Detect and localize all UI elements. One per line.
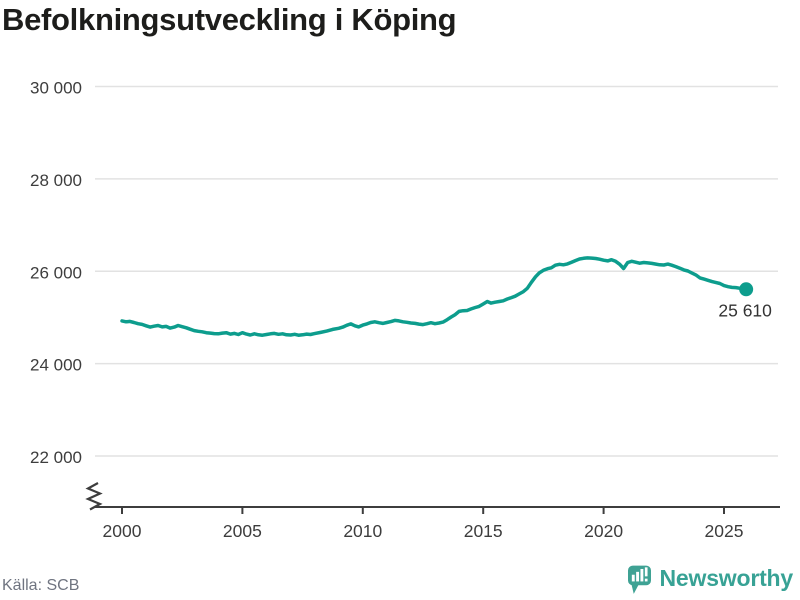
newsworthy-speech-bubble-chart-icon <box>627 565 651 594</box>
y-tick-label: 24 000 <box>30 356 82 375</box>
y-axis-tick-labels: 30 000 28 000 26 000 24 000 22 000 <box>30 79 82 468</box>
x-tick-label: 2020 <box>584 521 623 541</box>
chart-title: Befolkningsutveckling i Köping <box>2 2 457 37</box>
x-tick-label: 2010 <box>343 521 382 541</box>
newsworthy-logo: Newsworthy <box>627 563 794 597</box>
y-tick-label: 28 000 <box>30 171 82 190</box>
axis-break-zigzag <box>85 482 103 511</box>
population-line <box>120 256 748 337</box>
end-point-dot <box>739 282 754 297</box>
x-tick-label: 2005 <box>223 521 262 541</box>
x-tick-label: 2025 <box>705 521 744 541</box>
y-tick-label: 22 000 <box>30 448 82 467</box>
y-tick-label: 26 000 <box>30 263 82 282</box>
x-axis: 2000 2005 2010 2015 2020 2025 <box>95 506 780 541</box>
x-tick-label: 2015 <box>464 521 503 541</box>
population-series: 25 610 <box>120 256 772 337</box>
end-point-label: 25 610 <box>718 300 772 320</box>
source-label: Källa: SCB <box>2 577 80 594</box>
gridlines <box>95 85 778 457</box>
y-tick-label: 30 000 <box>30 79 82 98</box>
x-tick-label: 2000 <box>103 521 142 541</box>
axis-break-squiggle-icon <box>85 482 103 511</box>
newsworthy-wordmark: Newsworthy <box>659 564 794 591</box>
